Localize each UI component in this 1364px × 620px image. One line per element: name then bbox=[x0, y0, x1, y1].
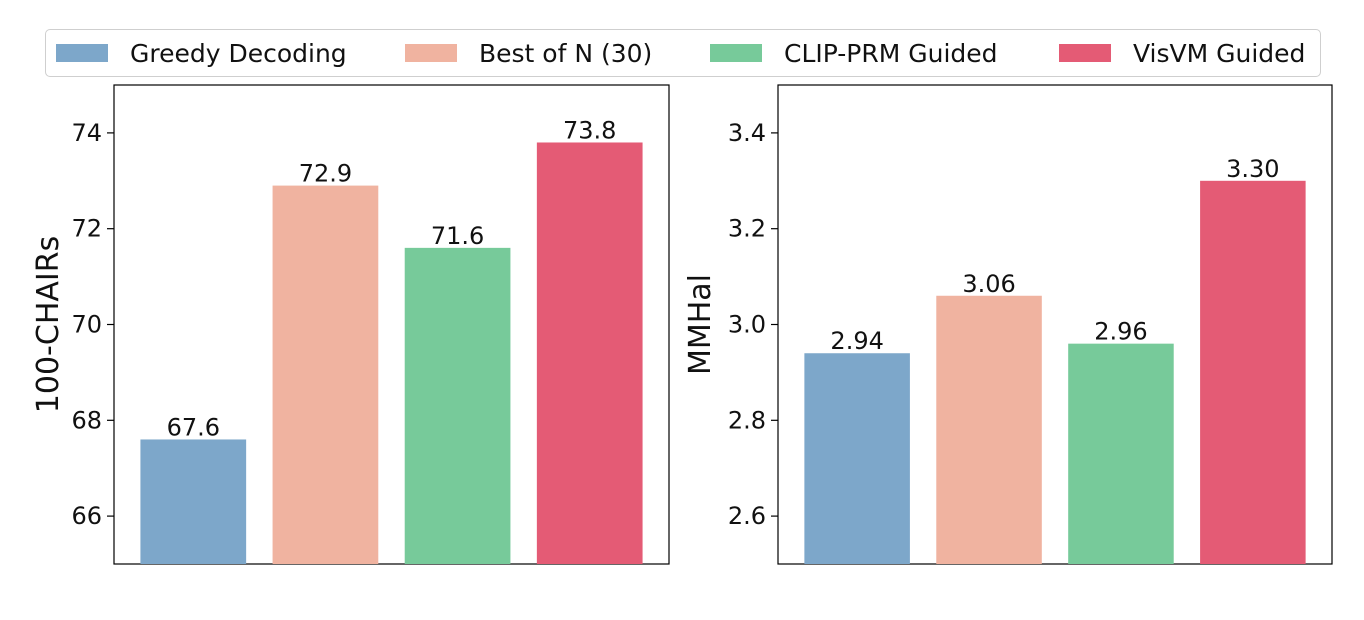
mmhal-y-tick-label: 3.4 bbox=[728, 119, 766, 147]
legend-item-visvm-guided: VisVM Guided bbox=[1059, 30, 1305, 76]
chairs-y-tick-label: 74 bbox=[71, 119, 102, 147]
mmhal-y-tick-label: 2.6 bbox=[728, 502, 766, 530]
mmhal-y-tick-label: 3.0 bbox=[728, 311, 766, 339]
mmhal-bar-value-label: 2.96 bbox=[1094, 318, 1147, 346]
legend-item-clip-prm-guided: CLIP-PRM Guided bbox=[710, 30, 998, 76]
legend-swatch-clip-prm-guided bbox=[710, 44, 762, 62]
legend-swatch-greedy-decoding bbox=[56, 44, 108, 62]
chairs-bar bbox=[140, 439, 247, 564]
legend-label: Best of N (30) bbox=[479, 38, 653, 68]
chairs-y-tick-label: 72 bbox=[71, 215, 102, 243]
mmhal-y-tick-label: 3.2 bbox=[728, 215, 766, 243]
mmhal-bar bbox=[936, 295, 1042, 564]
chairs-bar bbox=[272, 185, 379, 564]
chairs-bar bbox=[404, 247, 511, 565]
chairs-bar bbox=[536, 142, 643, 565]
legend-label: Greedy Decoding bbox=[130, 38, 347, 68]
chairs-y-tick-label: 66 bbox=[71, 502, 102, 530]
legend-item-best-of-n: Best of N (30) bbox=[405, 30, 652, 76]
mmhal-y-axis-title: MMHal bbox=[683, 274, 718, 375]
chairs-bar-value-label: 71.6 bbox=[431, 222, 484, 250]
legend-label: VisVM Guided bbox=[1133, 38, 1306, 68]
chairs-bar-value-label: 67.6 bbox=[167, 413, 220, 441]
chairs-y-axis-title: 100-CHAIRs bbox=[31, 236, 66, 413]
mmhal-bar-value-label: 3.06 bbox=[962, 270, 1015, 298]
mmhal-bar bbox=[1068, 343, 1174, 564]
mmhal-y-tick-label: 2.8 bbox=[728, 406, 766, 434]
mmhal-bar-value-label: 3.30 bbox=[1226, 155, 1279, 183]
chairs-y-tick-label: 68 bbox=[71, 406, 102, 434]
mmhal-bar bbox=[1200, 180, 1306, 565]
chairs-bar-value-label: 73.8 bbox=[563, 116, 616, 144]
legend: Greedy Decoding Best of N (30) CLIP-PRM … bbox=[45, 29, 1321, 77]
chairs-y-tick-label: 70 bbox=[71, 311, 102, 339]
mmhal-bar-value-label: 2.94 bbox=[830, 327, 883, 355]
legend-swatch-visvm-guided bbox=[1059, 44, 1111, 62]
chairs-bar-value-label: 72.9 bbox=[299, 160, 352, 188]
legend-label: CLIP-PRM Guided bbox=[784, 38, 998, 68]
mmhal-bar bbox=[804, 353, 910, 564]
legend-swatch-best-of-n bbox=[405, 44, 457, 62]
legend-item-greedy-decoding: Greedy Decoding bbox=[56, 30, 347, 76]
